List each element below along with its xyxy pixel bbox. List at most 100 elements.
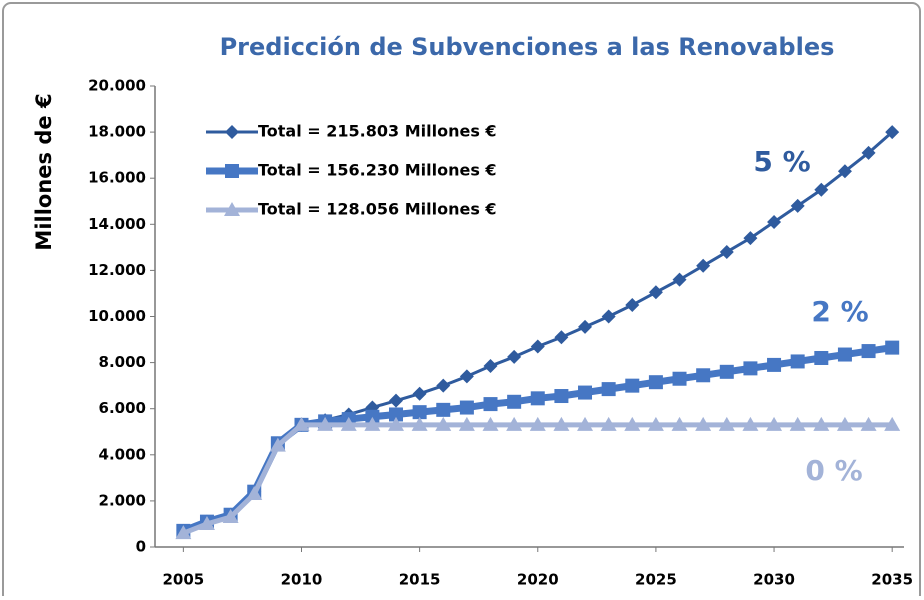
marker — [837, 347, 852, 362]
x-tick-label: 2015 — [399, 571, 441, 589]
y-tick-label: 8.000 — [99, 353, 146, 371]
marker — [696, 368, 711, 383]
annotation: 2 % — [811, 295, 868, 328]
legend-label: Total = 128.056 Millones € — [258, 200, 497, 219]
marker — [436, 402, 451, 417]
x-tick-label: 2020 — [517, 571, 559, 589]
marker — [340, 416, 357, 431]
y-tick-label: 0 — [136, 538, 146, 556]
marker — [624, 416, 641, 431]
y-tick-label: 6.000 — [99, 399, 146, 417]
marker — [601, 382, 616, 397]
marker — [483, 397, 498, 412]
marker — [861, 145, 876, 160]
marker — [884, 416, 901, 431]
marker — [648, 375, 663, 390]
marker — [837, 164, 852, 179]
marker — [507, 394, 522, 409]
legend-marker — [224, 202, 240, 216]
legend-label: Total = 215.803 Millones € — [258, 122, 497, 141]
marker — [411, 416, 428, 431]
marker — [246, 485, 263, 500]
marker — [175, 525, 192, 540]
marker — [483, 359, 498, 374]
y-tick-label: 16.000 — [88, 169, 146, 187]
marker — [365, 409, 380, 424]
annotation: 0 % — [805, 454, 862, 487]
marker — [767, 357, 782, 372]
marker — [222, 509, 239, 524]
x-tick-label: 2025 — [635, 571, 677, 589]
marker — [388, 416, 405, 431]
marker — [507, 349, 522, 364]
marker — [553, 416, 570, 431]
marker — [814, 182, 829, 197]
marker — [436, 378, 451, 393]
marker — [671, 416, 688, 431]
x-tick-label: 2010 — [281, 571, 323, 589]
marker — [577, 416, 594, 431]
marker — [767, 214, 782, 229]
marker — [790, 354, 805, 369]
marker — [696, 258, 711, 273]
marker — [578, 319, 593, 334]
marker — [861, 344, 876, 359]
marker — [790, 198, 805, 213]
y-tick-label: 10.000 — [88, 307, 146, 325]
marker — [625, 297, 640, 312]
marker — [530, 339, 545, 354]
marker — [836, 416, 853, 431]
y-tick-label: 14.000 — [88, 215, 146, 233]
marker — [269, 437, 286, 452]
y-tick-label: 4.000 — [99, 445, 146, 463]
marker — [293, 416, 310, 431]
marker — [364, 416, 381, 431]
marker — [885, 340, 900, 355]
marker — [529, 416, 546, 431]
marker — [647, 416, 664, 431]
marker — [766, 416, 783, 431]
marker — [506, 416, 523, 431]
y-tick-label: 12.000 — [88, 261, 146, 279]
marker — [672, 272, 687, 287]
chart-title: Predicción de Subvenciones a las Renovab… — [220, 33, 835, 61]
marker — [554, 389, 569, 404]
legend-label: Total = 156.230 Millones € — [258, 161, 497, 180]
marker — [554, 330, 569, 345]
marker — [789, 416, 806, 431]
marker — [459, 400, 474, 415]
annotation: 5 % — [753, 145, 810, 178]
marker — [389, 393, 404, 408]
legend-marker — [225, 164, 239, 178]
x-tick-label: 2030 — [753, 571, 795, 589]
marker — [814, 350, 829, 365]
marker — [412, 386, 427, 401]
marker — [885, 125, 900, 140]
marker — [743, 231, 758, 246]
marker — [695, 416, 712, 431]
marker — [600, 416, 617, 431]
marker — [459, 369, 474, 384]
marker — [743, 361, 758, 376]
marker — [317, 416, 334, 431]
marker — [648, 285, 663, 300]
marker — [458, 416, 475, 431]
marker — [482, 416, 499, 431]
marker — [742, 416, 759, 431]
y-axis-label: Millones de € — [32, 93, 56, 250]
marker — [435, 416, 452, 431]
marker — [719, 364, 734, 379]
marker — [530, 391, 545, 406]
marker — [578, 385, 593, 400]
legend-marker — [225, 125, 239, 139]
x-tick-label: 2005 — [162, 571, 204, 589]
x-tick-label: 2035 — [871, 571, 913, 589]
marker — [601, 309, 616, 324]
y-tick-label: 2.000 — [99, 491, 146, 509]
marker — [719, 244, 734, 259]
marker — [718, 416, 735, 431]
marker — [198, 515, 215, 530]
marker — [389, 407, 404, 422]
